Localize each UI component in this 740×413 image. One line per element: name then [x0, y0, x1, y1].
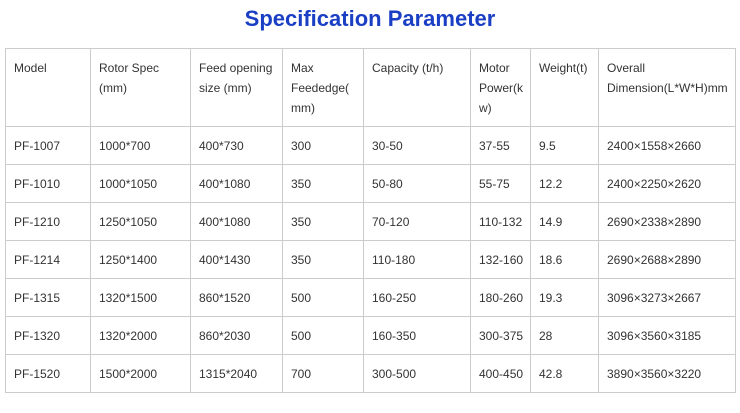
head: Model Rotor Spec (mm) Feed opening size (m… [5, 48, 736, 127]
cell: 110-132 [470, 202, 531, 241]
cell: 42.8 [530, 354, 599, 393]
cell: 700 [282, 354, 364, 393]
cell: 1320*2000 [90, 316, 191, 355]
spec-table: Model Rotor Spec (mm) Feed opening size (m… [5, 48, 736, 393]
cell: 1315*2040 [190, 354, 283, 393]
header-cell: Motor Power(kw) [470, 48, 531, 127]
title: Specification Parameter [244, 6, 496, 31]
cell: 1000*1050 [90, 164, 191, 203]
cell: 160-250 [363, 278, 471, 317]
cell: 110-180 [363, 240, 471, 279]
cell: 19.3 [530, 278, 599, 317]
cell: 9.5 [530, 126, 599, 165]
cell: 3096×3273×2667 [598, 278, 736, 317]
cell: 28 [530, 316, 599, 355]
cell: 860*1520 [190, 278, 283, 317]
cell: 1250*1050 [90, 202, 191, 241]
header-cell: Model [5, 48, 91, 127]
cell: 300-375 [470, 316, 531, 355]
cell: 70-120 [363, 202, 471, 241]
cell: 2690×2338×2890 [598, 202, 736, 241]
cell: 400*1430 [190, 240, 283, 279]
cell: 1250*1400 [90, 240, 191, 279]
cell: 350 [282, 202, 364, 241]
cell: 500 [282, 316, 364, 355]
cell: 400*1080 [190, 164, 283, 203]
header-cell: Capacity (t/h) [363, 48, 471, 127]
cell: 2690×2688×2890 [598, 240, 736, 279]
cell: 1320*1500 [90, 278, 191, 317]
cell: 50-80 [363, 164, 471, 203]
cell: PF-1320 [5, 316, 91, 355]
cell: PF-1214 [5, 240, 91, 279]
cell: 30-50 [363, 126, 471, 165]
header-cell: Max Feededge(mm) [282, 48, 364, 127]
header-cell: Feed opening size (mm) [190, 48, 283, 127]
cell: 14.9 [530, 202, 599, 241]
cell: PF-1210 [5, 202, 91, 241]
cell: PF-1315 [5, 278, 91, 317]
data-row: PF-1520 1500*2000 1315*2040 700 300-500 400-4… [5, 354, 736, 393]
cell: 860*2030 [190, 316, 283, 355]
cell: 500 [282, 278, 364, 317]
cell: PF-1010 [5, 164, 91, 203]
header-cell: Overall Dimension(L*W*H)mm [598, 48, 736, 127]
cell: 18.6 [530, 240, 599, 279]
data-row: PF-1210 1250*1050 400*1080 350 70-120 110-132… [5, 202, 736, 241]
cell: 3096×3560×3185 [598, 316, 736, 355]
cell: 2400×1558×2660 [598, 126, 736, 165]
cell: 55-75 [470, 164, 531, 203]
data-row: PF-1320 1320*2000 860*2030 500 160-350 300-37… [5, 316, 736, 355]
cell: 37-55 [470, 126, 531, 165]
cell: 132-160 [470, 240, 531, 279]
data-row: PF-1007 1000*700 400*730 300 30-50 37-55 9.5 24… [5, 126, 736, 165]
cell: 12.2 [530, 164, 599, 203]
cell: 180-260 [470, 278, 531, 317]
header-cell: Weight(t) [530, 48, 599, 127]
cell: 2400×2250×2620 [598, 164, 736, 203]
cell: 160-350 [363, 316, 471, 355]
cell: 350 [282, 164, 364, 203]
cell: PF-1007 [5, 126, 91, 165]
cell: 3890×3560×3220 [598, 354, 736, 393]
cell: 300-500 [363, 354, 471, 393]
data-row: PF-1010 1000*1050 400*1080 350 50-80 55-75 12.… [5, 164, 736, 203]
header-cell: Rotor Spec (mm) [90, 48, 191, 127]
cell: 350 [282, 240, 364, 279]
cell: 1000*700 [90, 126, 191, 165]
cell: 300 [282, 126, 364, 165]
cell: PF-1520 [5, 354, 91, 393]
cell: 400-450 [470, 354, 531, 393]
cell: 1500*2000 [90, 354, 191, 393]
cell: 400*1080 [190, 202, 283, 241]
data-row: PF-1214 1250*1400 400*1430 350 110-180 132-16… [5, 240, 736, 279]
cell: 400*730 [190, 126, 283, 165]
data-row: PF-1315 1320*1500 860*1520 500 160-250 180-26… [5, 278, 736, 317]
